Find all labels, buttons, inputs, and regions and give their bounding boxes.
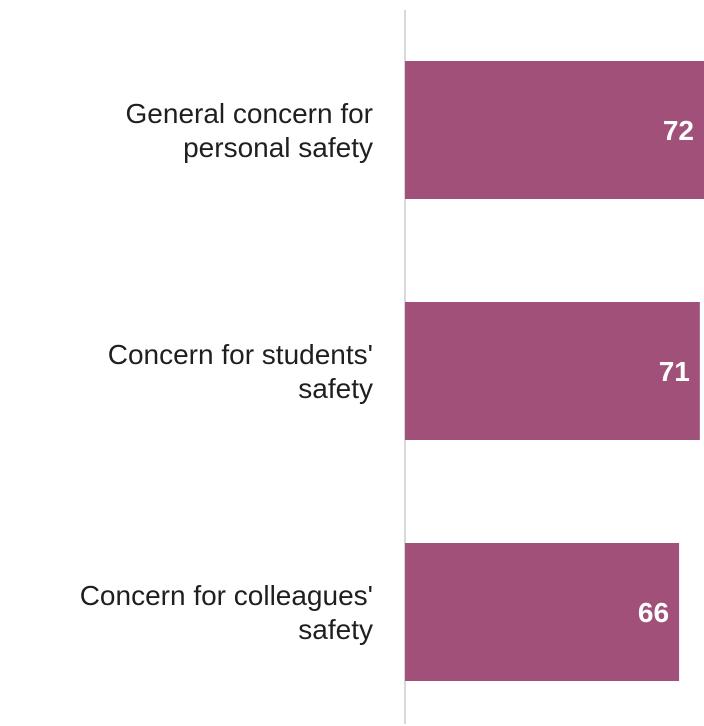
category-label-line: personal safety bbox=[183, 132, 373, 163]
category-label-3: Concern for colleagues' safety bbox=[80, 580, 373, 645]
category-labels-group: General concern for personal safety Concer… bbox=[80, 98, 373, 645]
bars-group bbox=[405, 61, 704, 681]
category-label-line: Concern for students' bbox=[108, 339, 373, 370]
category-label-line: General concern for bbox=[126, 98, 373, 129]
bar-2 bbox=[405, 302, 700, 440]
category-label-line: safety bbox=[298, 614, 373, 645]
category-label-line: safety bbox=[298, 373, 373, 404]
data-label-2: 71 bbox=[659, 356, 690, 387]
data-labels-group: 72 71 66 bbox=[638, 115, 694, 628]
category-label-1: General concern for personal safety bbox=[126, 98, 373, 163]
data-label-1: 72 bbox=[663, 115, 694, 146]
category-label-line: Concern for colleagues' bbox=[80, 580, 373, 611]
category-label-2: Concern for students' safety bbox=[108, 339, 373, 404]
data-label-3: 66 bbox=[638, 597, 669, 628]
bar-1 bbox=[405, 61, 704, 199]
bar-3 bbox=[405, 543, 680, 681]
